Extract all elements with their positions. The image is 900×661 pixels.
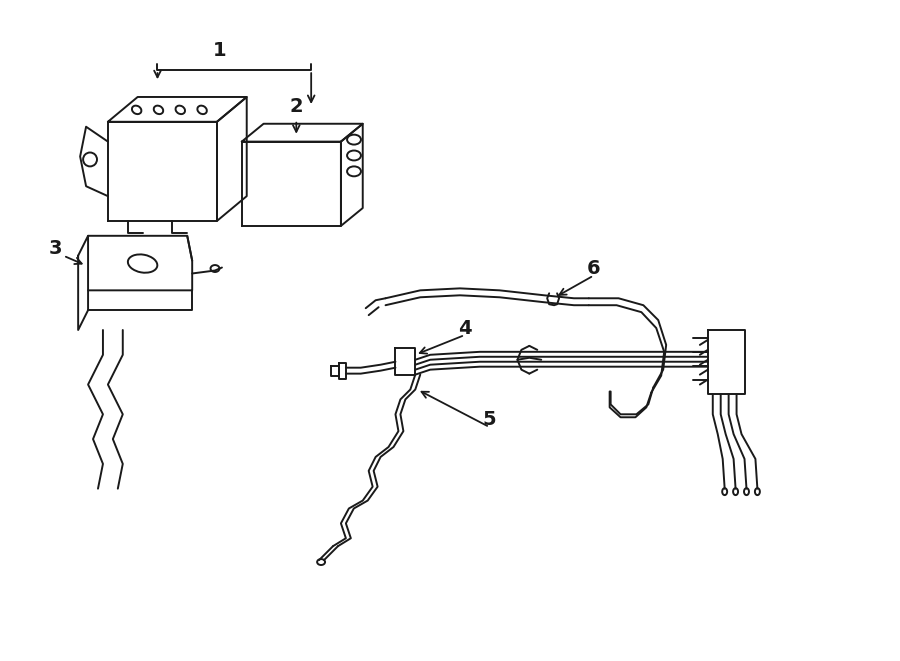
Text: 5: 5 [483,410,497,429]
Text: 3: 3 [49,239,62,258]
Text: 6: 6 [587,259,600,278]
Text: 2: 2 [290,97,303,116]
Text: 4: 4 [458,319,472,338]
Text: 1: 1 [213,41,227,60]
